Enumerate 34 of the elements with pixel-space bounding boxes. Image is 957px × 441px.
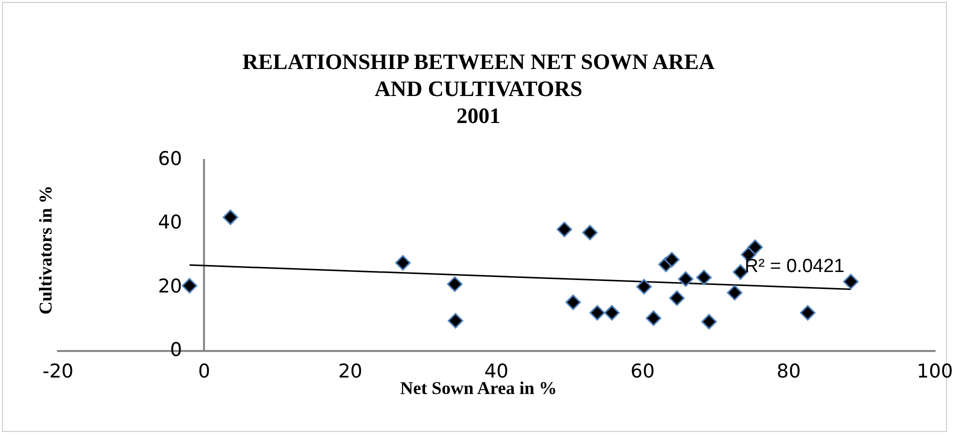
point	[800, 305, 816, 321]
y-tick-label: 20	[158, 275, 182, 298]
point	[182, 278, 198, 294]
point	[604, 305, 620, 321]
x-tick-label: -20	[42, 360, 74, 382]
y-tick-label: 60	[158, 148, 182, 170]
y-tick-label: 40	[158, 212, 182, 234]
point	[726, 284, 742, 300]
point	[556, 222, 572, 238]
point	[664, 252, 680, 268]
chart-title: RELATIONSHIP BETWEEN NET SOWN AREA AND CULTIVATORS 2001	[241, 48, 716, 129]
point	[646, 310, 662, 326]
y-tick-label: 0	[170, 338, 182, 361]
point	[590, 305, 606, 321]
x-tick-label: 0	[198, 360, 210, 382]
point	[747, 239, 763, 255]
y-axis-title: Cultivators in %	[36, 185, 56, 315]
x-tick-label: 60	[630, 360, 655, 382]
point	[395, 255, 411, 271]
point	[636, 278, 652, 294]
x-tick-label: 80	[776, 360, 801, 382]
point	[565, 294, 581, 310]
x-tick-label: 100	[916, 360, 953, 382]
point	[843, 274, 859, 290]
point	[669, 290, 685, 306]
point	[447, 276, 463, 292]
x-tick-label: 20	[338, 360, 362, 382]
annotation: R² = 0.0421	[744, 256, 844, 278]
point	[582, 224, 598, 240]
point	[222, 210, 238, 226]
point	[701, 314, 717, 330]
point	[678, 271, 694, 287]
point	[448, 313, 464, 329]
point	[696, 270, 712, 286]
